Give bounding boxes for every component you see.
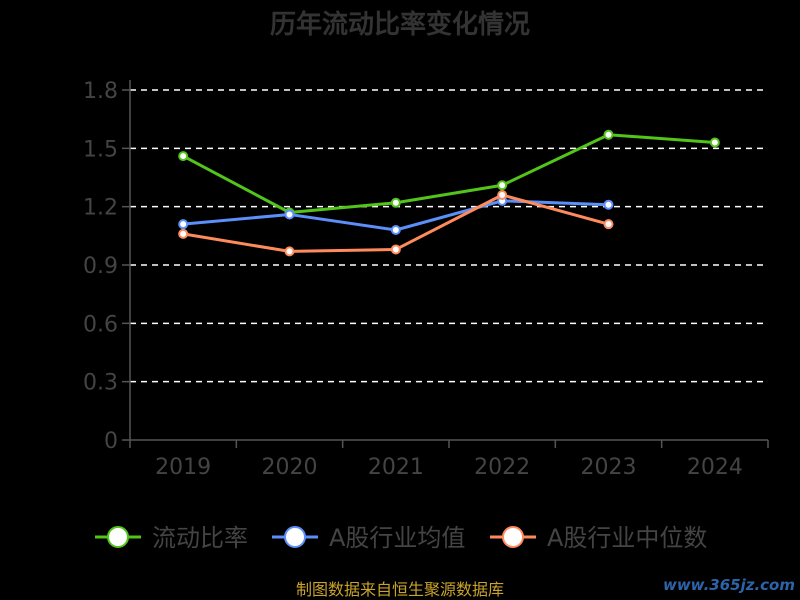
axes: 0 0.3 0.6 0.9 1.2 1.5 1.8 2019 2020 2021 2022 2023 2… [83,79,769,480]
data-point [178,228,189,239]
series-1 [178,195,614,235]
legend-marker [284,526,306,548]
data-point [178,151,189,162]
legend-label: A股行业中位数 [547,524,707,552]
x-tick-label: 2019 [155,455,211,480]
watermark: www.365jz.com [663,576,795,594]
x-tick-label: 2024 [687,455,743,480]
y-tick-label: 1.2 [83,196,118,221]
y-tick-label: 0.9 [83,254,118,279]
x-tick-label: 2022 [474,455,530,480]
data-point [603,199,614,210]
series-2 [178,190,614,257]
legend-item[interactable]: A股行业均值 [272,524,465,552]
legend-marker [107,526,129,548]
chart-title: 历年流动比率变化情况 [270,9,530,40]
legend: 流动比率 A股行业均值 A股行业中位数 [95,524,707,552]
x-tick-label: 2020 [262,455,318,480]
data-point [284,209,295,220]
y-tick-label: 0.3 [83,371,118,396]
legend-marker [502,526,524,548]
data-point [390,244,401,255]
data-point [603,129,614,140]
legend-label: 流动比率 [152,524,248,552]
y-tick-label: 0.6 [83,312,118,337]
y-tick-label: 0 [104,429,118,454]
data-point [497,190,508,200]
series-0 [178,129,720,218]
data-point [178,219,189,230]
y-tick-label: 1.5 [83,137,118,162]
data-point [390,197,401,208]
legend-item[interactable]: 流动比率 [95,524,248,552]
legend-item[interactable]: A股行业中位数 [490,524,707,552]
plot-area [178,129,720,257]
x-tick-label: 2021 [368,455,424,480]
data-point [497,180,508,191]
grid [130,89,768,383]
data-point [284,246,295,257]
series-line [182,133,715,214]
data-point [603,219,614,230]
legend-label: A股行业均值 [329,524,465,552]
data-point [709,137,720,148]
data-point [390,225,401,235]
x-tick-label: 2023 [581,455,637,480]
y-tick-label: 1.8 [83,79,118,104]
source-label: 制图数据来自恒生聚源数据库 [296,580,504,599]
